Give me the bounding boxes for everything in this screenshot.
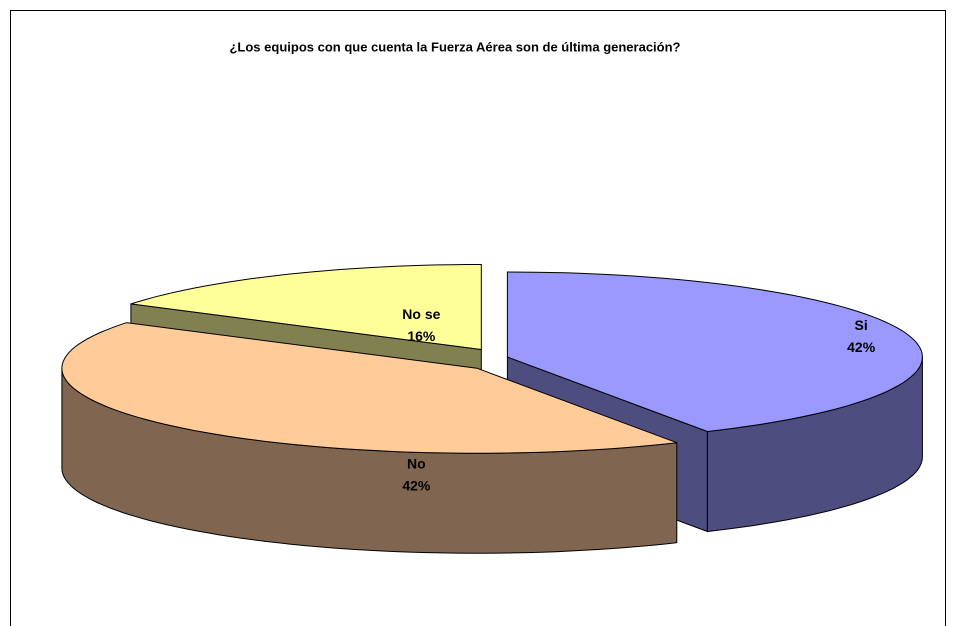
- slice: [506, 271, 923, 433]
- slice-category-label: No: [407, 456, 426, 472]
- chart-title: ¿Los equipos con que cuenta la Fuerza Aé…: [229, 39, 680, 54]
- slice: [130, 264, 482, 351]
- slice: [61, 322, 678, 554]
- slice: [61, 322, 677, 454]
- slice-category-label: Si: [855, 317, 868, 333]
- slice-value-label: 16%: [407, 328, 436, 344]
- slice-value-label: 42%: [847, 339, 876, 355]
- slice-value-label: 42%: [402, 478, 431, 494]
- slice-category-label: No se: [402, 306, 440, 322]
